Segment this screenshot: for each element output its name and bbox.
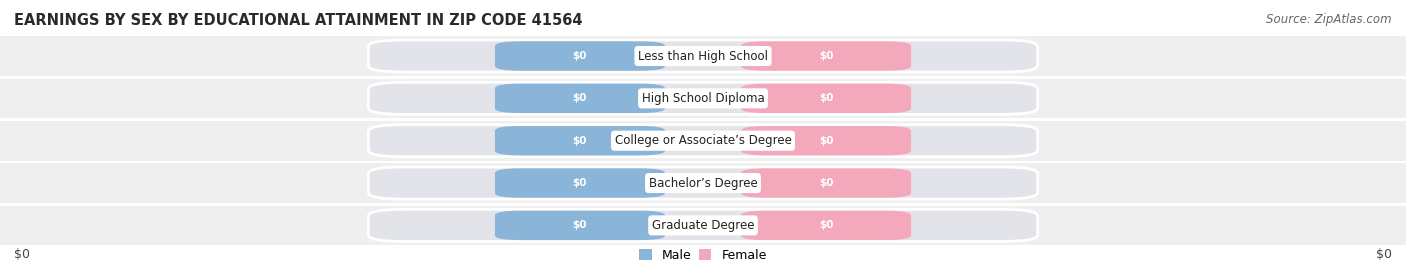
Text: $0: $0 (572, 51, 588, 61)
Text: College or Associate’s Degree: College or Associate’s Degree (614, 134, 792, 147)
Text: $0: $0 (572, 136, 588, 146)
Text: $0: $0 (818, 178, 834, 188)
FancyBboxPatch shape (368, 209, 1038, 241)
Text: Bachelor’s Degree: Bachelor’s Degree (648, 177, 758, 189)
Text: $0: $0 (14, 248, 30, 261)
Text: $0: $0 (818, 220, 834, 230)
Text: $0: $0 (818, 93, 834, 103)
FancyBboxPatch shape (368, 125, 1038, 157)
FancyBboxPatch shape (495, 168, 665, 198)
Text: $0: $0 (572, 178, 588, 188)
FancyBboxPatch shape (741, 41, 911, 71)
FancyBboxPatch shape (0, 206, 1406, 245)
FancyBboxPatch shape (495, 41, 665, 71)
FancyBboxPatch shape (741, 168, 911, 198)
FancyBboxPatch shape (0, 79, 1406, 118)
Text: $0: $0 (572, 220, 588, 230)
FancyBboxPatch shape (368, 167, 1038, 199)
FancyBboxPatch shape (495, 126, 665, 155)
FancyBboxPatch shape (741, 211, 911, 240)
Text: Graduate Degree: Graduate Degree (652, 219, 754, 232)
FancyBboxPatch shape (368, 82, 1038, 114)
Text: Less than High School: Less than High School (638, 50, 768, 62)
Text: $0: $0 (818, 51, 834, 61)
FancyBboxPatch shape (368, 40, 1038, 72)
Text: $0: $0 (818, 136, 834, 146)
Text: Source: ZipAtlas.com: Source: ZipAtlas.com (1267, 13, 1392, 27)
FancyBboxPatch shape (495, 84, 665, 113)
FancyBboxPatch shape (741, 126, 911, 155)
FancyBboxPatch shape (495, 211, 665, 240)
Text: $0: $0 (572, 93, 588, 103)
FancyBboxPatch shape (0, 121, 1406, 161)
Legend: Male, Female: Male, Female (640, 249, 766, 262)
FancyBboxPatch shape (0, 36, 1406, 76)
Text: $0: $0 (1376, 248, 1392, 261)
FancyBboxPatch shape (741, 84, 911, 113)
Text: EARNINGS BY SEX BY EDUCATIONAL ATTAINMENT IN ZIP CODE 41564: EARNINGS BY SEX BY EDUCATIONAL ATTAINMEN… (14, 13, 582, 28)
Text: High School Diploma: High School Diploma (641, 92, 765, 105)
FancyBboxPatch shape (0, 163, 1406, 203)
